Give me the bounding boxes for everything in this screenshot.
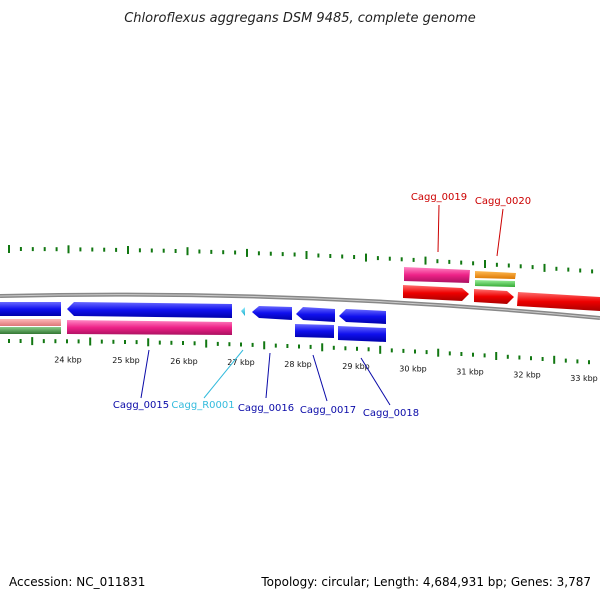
gene-cagg-0014-cds[interactable] (0, 302, 61, 316)
leader-cagg-0019 (437, 204, 440, 253)
gene-label-cagg-0017[interactable]: Cagg_0017 (300, 405, 356, 416)
map-title: Chloroflexus aggregans DSM 9485, complet… (124, 11, 476, 26)
backbone-highlight (0, 294, 600, 319)
gene-label-cagg-0019[interactable]: Cagg_0019 (411, 192, 467, 203)
gene-cagg-0019-mrna[interactable] (404, 267, 470, 283)
lower-tick-track (8, 337, 590, 365)
scale-label: 24 kbp (54, 355, 82, 364)
gene-cagg-0017-cds[interactable] (296, 307, 335, 322)
gene-label-cagg-r0001[interactable]: Cagg_R0001 (171, 400, 234, 411)
leader-cagg-0016 (265, 352, 271, 399)
gene-next-cds[interactable] (517, 292, 600, 311)
gene-cagg-0020-lime[interactable] (475, 280, 515, 287)
gene-cagg-0014-green[interactable] (0, 327, 61, 334)
accession-text: Accession: NC_011831 (9, 575, 145, 589)
scale-label: 31 kbp (456, 367, 484, 376)
gene-cagg-0018-cds[interactable] (339, 309, 386, 324)
scale-label: 33 kbp (570, 374, 598, 383)
scale-label: 30 kbp (399, 365, 427, 374)
gene-cagg-0015-cds[interactable] (67, 302, 232, 318)
scale-label: 32 kbp (513, 370, 541, 379)
leader-cagg-0018 (360, 357, 391, 406)
leader-cagg-0015 (140, 349, 150, 399)
gene-cagg-0019-cds[interactable] (403, 285, 469, 301)
scale-label-track: 24 kbp 25 kbp 26 kbp 27 kbp 28 kbp 29 kbp 30 k… (54, 355, 598, 383)
gene-cagg-0014-salmon[interactable] (0, 319, 61, 326)
scale-label: 26 kbp (170, 357, 198, 366)
leader-cagg-0020 (496, 208, 504, 257)
leader-cagg-r0001 (203, 349, 244, 399)
gene-cagg-0020-cds[interactable] (474, 289, 514, 304)
gene-cagg-0018-mrna[interactable] (338, 326, 386, 342)
gene-label-cagg-0016[interactable]: Cagg_0016 (238, 403, 294, 414)
upper-tick-track (8, 245, 594, 274)
gene-label-cagg-0020[interactable]: Cagg_0020 (475, 196, 531, 207)
scale-label: 29 kbp (342, 362, 370, 371)
gene-cagg-0016-cds[interactable] (252, 306, 292, 320)
scale-label: 27 kbp (227, 358, 255, 367)
gene-cagg-r0001-trna[interactable] (241, 307, 245, 316)
leader-cagg-0017 (312, 354, 328, 402)
gene-cagg-0017-mrna[interactable] (295, 324, 334, 338)
genome-summary-text: Topology: circular; Length: 4,684,931 bp… (260, 575, 591, 589)
scale-label: 25 kbp (112, 356, 140, 365)
scale-label: 28 kbp (284, 360, 312, 369)
gene-label-cagg-0018[interactable]: Cagg_0018 (363, 408, 419, 419)
gene-cagg-0020-orange[interactable] (475, 271, 516, 279)
gene-cagg-0015-mrna[interactable] (67, 320, 232, 335)
gene-label-cagg-0015[interactable]: Cagg_0015 (113, 400, 169, 411)
